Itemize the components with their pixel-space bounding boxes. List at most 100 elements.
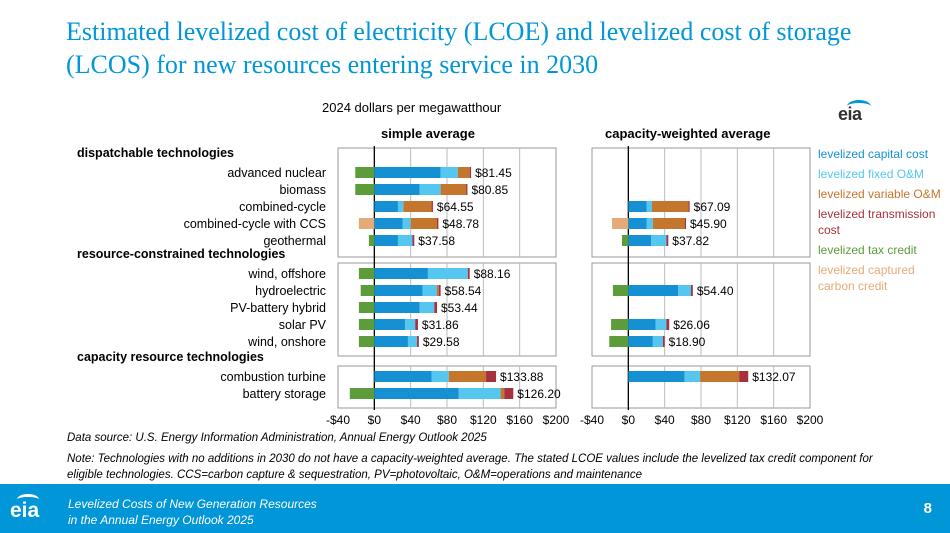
group-heading: dispatchable technologies — [77, 146, 234, 160]
bar-segment-transmission — [691, 285, 693, 296]
x-tick-label: $40 — [655, 413, 675, 427]
units-label: 2024 dollars per megawatthour — [322, 100, 502, 115]
bar-segment-fixed-om — [405, 319, 416, 330]
footer-eia-logo-arc-icon — [17, 494, 39, 505]
row-label: battery storage — [243, 387, 326, 401]
bar-segment-fixed-om — [652, 336, 663, 347]
bar-segment-capital — [374, 371, 432, 382]
data-label: $37.82 — [672, 234, 709, 248]
legend-transmission: levelized transmission cost — [818, 207, 936, 237]
row-label: wind, offshore — [247, 267, 326, 281]
bar-segment-tax-credit — [349, 388, 375, 399]
x-tick-label: $160 — [760, 413, 787, 427]
bar-segment-transmission — [504, 388, 514, 399]
data-label: $37.58 — [418, 234, 455, 248]
legend-carbon-credit: levelized captured carbon credit — [818, 263, 915, 293]
x-tick-label: -$40 — [326, 413, 350, 427]
bar-segment-capital — [628, 336, 653, 347]
row-label: wind, onshore — [247, 335, 326, 349]
bar-segment-variable-om — [700, 371, 740, 382]
bar-segment-tax-credit — [368, 235, 375, 246]
chart-note: Note: Technologies with no additions in … — [67, 453, 873, 481]
bar-segment-capital — [374, 201, 398, 212]
bar-segment-capital — [374, 336, 408, 347]
row-label: combined-cycle with CCS — [184, 217, 326, 231]
bar-segment-transmission — [412, 235, 415, 246]
x-tick-label: $120 — [470, 413, 497, 427]
bar-segment-capital — [374, 184, 420, 195]
bar-segment-variable-om — [652, 218, 685, 229]
bar-segment-capital — [628, 371, 685, 382]
bar-segment-fixed-om — [407, 336, 418, 347]
data-label: $53.44 — [441, 301, 478, 315]
footer-text: Levelized Costs of New Generation Resour… — [68, 496, 317, 528]
bar-segment-tax-credit — [358, 319, 375, 330]
row-label: PV-battery hybrid — [230, 301, 326, 315]
data-label: $64.55 — [437, 200, 474, 214]
legend-fixed-om: levelized fixed O&M — [818, 167, 925, 181]
footer-bar: eia Levelized Costs of New Generation Re… — [0, 484, 950, 533]
data-label: $26.06 — [673, 318, 710, 332]
x-tick-label: $80 — [437, 413, 457, 427]
bar-segment-capital — [374, 167, 441, 178]
bar-segment-capital — [628, 285, 679, 296]
data-label: $58.54 — [445, 284, 482, 298]
bar-segment-carbon-credit — [358, 218, 375, 229]
bar-segment-fixed-om — [678, 285, 692, 296]
x-tick-label: $80 — [691, 413, 711, 427]
bar-segment-fixed-om — [684, 371, 701, 382]
bar-segment-capital — [628, 319, 656, 330]
data-label: $31.86 — [422, 318, 459, 332]
bar-segment-capital — [628, 201, 647, 212]
bar-segment-transmission — [666, 319, 670, 330]
data-label: $126.20 — [517, 387, 561, 401]
row-label: combined-cycle — [239, 200, 326, 214]
bar-segment-carbon-credit — [611, 218, 629, 229]
data-label: $80.85 — [471, 183, 508, 197]
bar-segment-variable-om — [500, 388, 505, 399]
group-heading: capacity resource technologies — [77, 350, 264, 364]
bar-segment-transmission — [739, 371, 749, 382]
bar-segment-fixed-om — [427, 268, 468, 279]
data-label: $133.88 — [500, 370, 544, 384]
chart-legend: levelized capital cost levelized fixed O… — [818, 146, 948, 298]
x-tick-label: $120 — [724, 413, 751, 427]
legend-variable-om: levelized variable O&M — [818, 187, 941, 201]
row-label: biomass — [279, 183, 326, 197]
bar-segment-capital — [374, 302, 420, 313]
x-tick-label: $40 — [401, 413, 421, 427]
bar-segment-fixed-om — [431, 371, 449, 382]
bar-segment-transmission — [662, 336, 665, 347]
data-label: $81.45 — [475, 166, 512, 180]
bar-segment-transmission — [666, 235, 669, 246]
bar-segment-variable-om — [437, 285, 439, 296]
bar-segment-transmission — [434, 302, 438, 313]
row-label: advanced nuclear — [227, 166, 326, 180]
bar-segment-capital — [374, 268, 428, 279]
page-number: 8 — [923, 500, 932, 517]
row-label: solar PV — [279, 318, 327, 332]
bar-segment-fixed-om — [651, 235, 667, 246]
bar-segment-variable-om — [440, 184, 467, 195]
legend-capital: levelized capital cost — [818, 147, 929, 161]
eia-logo: eia — [838, 104, 862, 124]
bar-segment-tax-credit — [360, 285, 375, 296]
bar-segment-fixed-om — [655, 319, 667, 330]
bar-segment-fixed-om — [646, 201, 652, 212]
x-tick-label: $160 — [506, 413, 533, 427]
x-tick-label: $0 — [622, 413, 636, 427]
bar-segment-transmission — [684, 218, 687, 229]
bar-segment-tax-credit — [355, 184, 375, 195]
bar-segment-variable-om — [457, 167, 470, 178]
bar-segment-variable-om — [651, 201, 689, 212]
bar-segment-capital — [374, 319, 406, 330]
bar-segment-transmission — [438, 285, 441, 296]
bar-segment-tax-credit — [355, 167, 375, 178]
bar-segment-transmission — [415, 319, 418, 330]
data-label: $29.58 — [423, 335, 460, 349]
row-label: geothermal — [263, 234, 326, 248]
row-label: hydroelectric — [255, 284, 326, 298]
panel-title-simple: simple average — [381, 126, 475, 141]
eia-logo-arc-icon — [847, 100, 871, 113]
x-tick-label: $0 — [368, 413, 382, 427]
